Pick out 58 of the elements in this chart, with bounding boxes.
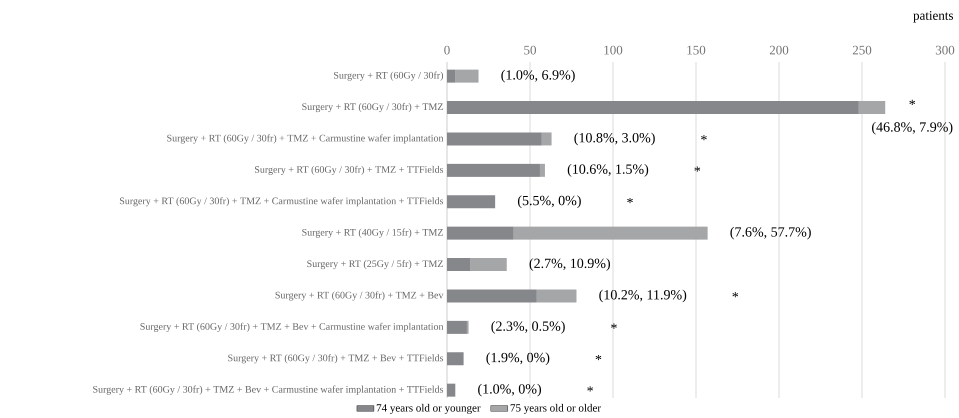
annotation: * [611,324,617,329]
bar [447,352,464,366]
y-tick-label: Surgery + RT (40Gy / 15fr) + TMZ [302,228,443,238]
legend-label: 74 years old or younger [376,404,480,414]
y-tick-label: Surgery + RT (60Gy / 30fr) + TMZ + Carmustine wafer implantation [167,134,444,144]
annotation: (2.3%, 0.5%) [491,321,565,334]
annotation: * [627,198,633,204]
annotation: (1.0%, 6.9%) [501,70,575,82]
y-tick-label: Surgery + RT (25Gy / 5fr) + TMZ [307,260,443,270]
bar [447,320,467,334]
annotation: (10.2%, 11.9%) [599,290,686,302]
x-tick-label: 100 [604,46,622,54]
annotation: * [596,354,602,360]
bar [447,70,456,83]
bar [447,195,496,208]
bar [447,101,859,114]
bar [513,226,708,240]
annotation: (1.9%, 0%) [486,352,550,366]
bar [447,384,456,397]
annotation: (1.0%, 0%) [478,384,542,397]
x-tick-label: 250 [852,46,872,54]
y-tick-label: Surgery + RT (60Gy / 30fr) + TMZ [302,102,443,112]
x-tick-label: 200 [770,46,788,54]
annotation: * [909,100,916,105]
annotation: (7.6%, 57.7%) [730,226,811,240]
y-tick-label: Surgery + RT (60Gy / 30fr) + TMZ + TTFields [254,166,444,175]
annotation: (46.8%, 7.9%) [872,122,952,135]
bar [858,101,886,114]
bar [447,164,540,177]
annotation: (10.6%, 1.5%) [568,164,648,177]
y-tick-label: Surgery + RT (60Gy / 30fr) + TMZ + Bev + TTFields [228,354,444,364]
bar [447,226,514,240]
y-tick-label: Surgery + RT (60Gy / 30fr) [334,72,444,81]
bar [540,164,545,177]
x-tick-label: 0 [444,46,450,54]
bar [542,132,552,146]
y-tick-label: Surgery + RT (60Gy / 30fr) + TMZ + Bev + Carmustine wafer implantation + TTFields [93,386,444,395]
annotation: (5.5%, 0%) [518,195,581,208]
legend-label: 75 years old or older [510,404,601,414]
bar [447,132,542,146]
x-axis-title: patients [913,11,954,22]
y-tick-label: Surgery + RT (60Gy / 30fr) + TMZ + Carmustine wafer implantation + TTFields [120,197,444,206]
x-tick-label: 150 [687,46,706,54]
bar [447,258,470,272]
y-tick-label: Surgery + RT (60Gy / 30fr) + TMZ + Bev + Carmustine wafer implantation [140,322,444,332]
bar [455,70,479,83]
annotation: (10.8%, 3.0%) [574,132,655,146]
bar [470,258,507,272]
x-tick-label: 300 [936,46,954,54]
annotation: * [701,135,707,140]
y-tick-label: Surgery + RT (60Gy / 30fr) + TMZ + Bev [276,291,444,301]
annotation: * [732,292,738,298]
bar [536,289,576,302]
x-tick-label: 50 [524,46,536,54]
annotation: * [587,386,593,392]
annotation: * [694,166,700,172]
annotation: (2.7%, 10.9%) [530,258,610,271]
bar [447,289,537,302]
